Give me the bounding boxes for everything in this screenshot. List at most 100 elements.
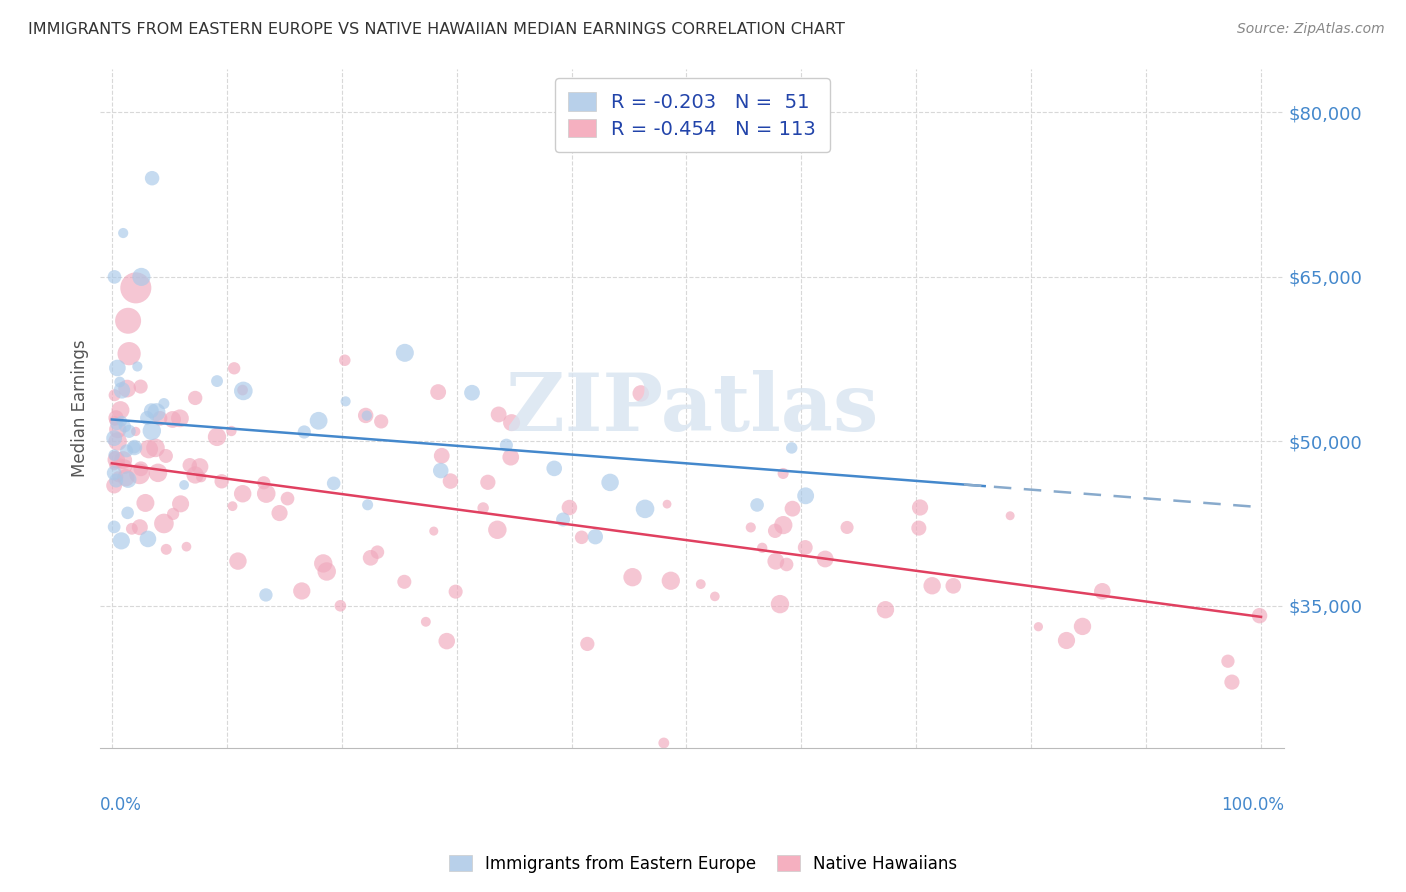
Point — [1028, 620, 1050, 634]
Point — [394, 346, 416, 360]
Point — [111, 414, 134, 428]
Point — [763, 524, 786, 538]
Point — [211, 475, 233, 489]
Point — [205, 430, 228, 444]
Point — [488, 408, 510, 422]
Point — [136, 410, 159, 425]
Point — [145, 441, 167, 455]
Point — [291, 584, 314, 599]
Point — [576, 637, 599, 651]
Point — [115, 443, 138, 458]
Point — [423, 524, 446, 538]
Point — [652, 736, 675, 750]
Point — [138, 442, 160, 456]
Point — [782, 501, 804, 516]
Point — [103, 269, 125, 284]
Point — [105, 452, 128, 467]
Point — [1216, 654, 1239, 668]
Point — [179, 458, 201, 473]
Point — [472, 500, 495, 515]
Point — [136, 532, 159, 546]
Point — [155, 542, 177, 557]
Point — [477, 475, 499, 490]
Point — [169, 497, 191, 511]
Point — [775, 558, 797, 572]
Point — [146, 466, 169, 480]
Point — [110, 456, 132, 470]
Point — [105, 410, 128, 425]
Point — [184, 391, 207, 405]
Point — [129, 379, 152, 393]
Point — [312, 557, 335, 571]
Point — [571, 530, 593, 544]
Point — [998, 508, 1021, 523]
Point — [232, 384, 254, 398]
Point — [780, 441, 803, 455]
Point — [103, 449, 125, 463]
Point — [117, 314, 139, 328]
Point — [125, 281, 148, 295]
Text: 100.0%: 100.0% — [1220, 796, 1284, 814]
Point — [772, 518, 794, 533]
Point — [105, 474, 128, 488]
Point — [634, 501, 657, 516]
Point — [103, 414, 125, 428]
Point — [226, 554, 249, 568]
Point — [107, 469, 129, 483]
Point — [703, 590, 725, 604]
Point — [689, 577, 711, 591]
Point — [486, 523, 509, 537]
Point — [499, 450, 522, 465]
Point — [103, 431, 125, 445]
Point — [224, 361, 246, 376]
Point — [769, 597, 792, 611]
Point — [176, 540, 198, 554]
Point — [128, 467, 150, 481]
Point — [169, 411, 191, 425]
Point — [360, 550, 382, 565]
Point — [115, 382, 138, 396]
Point — [551, 512, 574, 526]
Point — [122, 440, 145, 454]
Point — [370, 414, 392, 428]
Point — [125, 425, 148, 439]
Point — [329, 599, 352, 613]
Point — [253, 475, 276, 490]
Point — [103, 458, 125, 473]
Point — [221, 499, 243, 513]
Point — [232, 487, 254, 501]
Point — [429, 464, 451, 478]
Point — [118, 346, 141, 360]
Point — [141, 171, 163, 186]
Point — [110, 403, 132, 417]
Point — [921, 579, 943, 593]
Point — [908, 521, 931, 535]
Point — [599, 475, 621, 490]
Point — [145, 405, 167, 419]
Point — [117, 473, 139, 487]
Point — [115, 471, 138, 485]
Point — [107, 434, 129, 449]
Point — [1220, 675, 1243, 690]
Point — [583, 530, 606, 544]
Point — [131, 269, 153, 284]
Point — [128, 520, 150, 534]
Point — [141, 403, 163, 417]
Point — [630, 386, 652, 401]
Point — [335, 394, 357, 409]
Point — [105, 361, 128, 376]
Point — [1091, 584, 1114, 599]
Point — [745, 498, 768, 512]
Legend: R = -0.203   N =  51, R = -0.454   N = 113: R = -0.203 N = 51, R = -0.454 N = 113 — [555, 78, 830, 153]
Text: 0.0%: 0.0% — [100, 796, 142, 814]
Point — [190, 470, 212, 484]
Point — [124, 441, 146, 455]
Point — [173, 478, 195, 492]
Point — [908, 500, 931, 515]
Point — [112, 226, 135, 240]
Y-axis label: Median Earnings: Median Earnings — [72, 340, 89, 477]
Point — [127, 359, 149, 374]
Point — [111, 384, 134, 398]
Point — [153, 516, 176, 531]
Point — [269, 506, 291, 520]
